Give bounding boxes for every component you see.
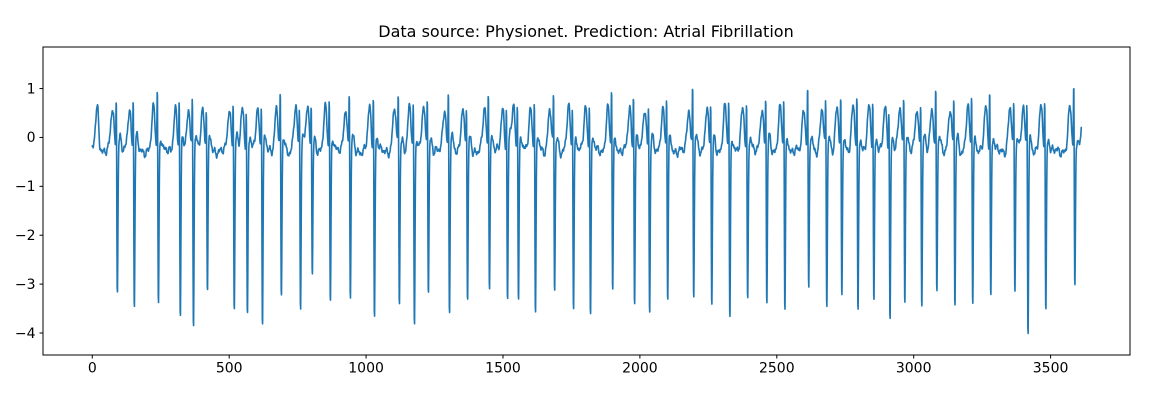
x-tick-label: 1500 bbox=[485, 361, 521, 377]
ecg-waveform-line bbox=[91, 87, 1083, 335]
x-tick-label: 2500 bbox=[759, 361, 795, 377]
y-tick-label: 0 bbox=[27, 130, 36, 146]
y-tick-label: −3 bbox=[15, 277, 36, 293]
x-tick-label: 3500 bbox=[1033, 361, 1069, 377]
x-tick-label: 2000 bbox=[622, 361, 658, 377]
y-tick-label: −4 bbox=[15, 326, 36, 342]
axes-layer: 0 500 1000 1500 2000 2500 3000 3500 1 0 −1 −2 −3 −4 bbox=[15, 46, 1131, 377]
x-tick-label: 0 bbox=[88, 361, 97, 377]
y-tick-label: 1 bbox=[27, 81, 36, 97]
y-tick-label: −2 bbox=[15, 228, 36, 244]
x-tick-label: 1000 bbox=[348, 361, 384, 377]
chart-title: Data source: Physionet. Prediction: Atri… bbox=[378, 22, 793, 41]
x-tick-label: 500 bbox=[216, 361, 243, 377]
y-tick-label: −1 bbox=[15, 179, 36, 195]
plot-layer bbox=[91, 87, 1083, 335]
axes-frame bbox=[42, 46, 1131, 356]
x-tick-label: 3000 bbox=[896, 361, 932, 377]
